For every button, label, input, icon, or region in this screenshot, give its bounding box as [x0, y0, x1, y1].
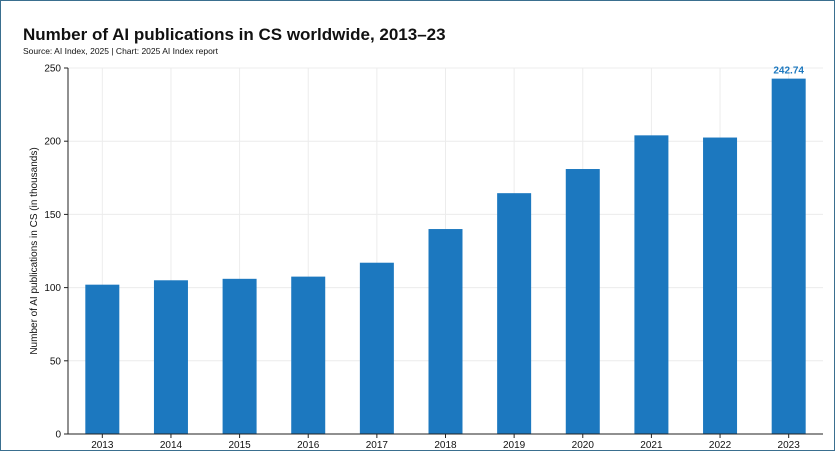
bar-2021: [634, 135, 669, 434]
x-tick-label: 2016: [297, 440, 320, 451]
chart-subtitle: Source: AI Index, 2025 | Chart: 2025 AI …: [23, 46, 218, 56]
x-tick-label: 2020: [572, 440, 595, 451]
data-label-2023: 242.74: [773, 66, 804, 77]
bar-2023: [771, 78, 806, 435]
y-tick-label: 50: [50, 356, 62, 367]
x-tick-label: 2013: [91, 440, 114, 451]
bar-2020: [565, 169, 600, 435]
x-tick-label: 2023: [778, 440, 801, 451]
bar-2022: [703, 137, 738, 435]
y-tick-label: 0: [55, 430, 61, 441]
y-tick-label: 250: [44, 64, 61, 75]
bar-2018: [428, 229, 463, 434]
chart-title: Number of AI publications in CS worldwid…: [23, 25, 446, 44]
y-tick-label: 150: [44, 210, 61, 221]
bar-2013: [85, 284, 120, 434]
bar-2016: [291, 276, 326, 434]
bar-2015: [222, 278, 257, 434]
bar-2014: [153, 280, 188, 434]
bar-2017: [359, 262, 394, 434]
x-tick-label: 2021: [640, 440, 663, 451]
x-tick-label: 2018: [434, 440, 457, 451]
y-axis-title: Number of AI publications in CS (in thou…: [29, 147, 40, 354]
x-tick-label: 2022: [709, 440, 732, 451]
x-tick-label: 2017: [366, 440, 389, 451]
bar-2019: [497, 193, 532, 434]
x-tick-label: 2019: [503, 440, 526, 451]
x-tick-label: 2014: [160, 440, 183, 451]
y-tick-label: 100: [44, 283, 61, 294]
y-tick-label: 200: [44, 137, 61, 148]
x-tick-label: 2015: [228, 440, 251, 451]
